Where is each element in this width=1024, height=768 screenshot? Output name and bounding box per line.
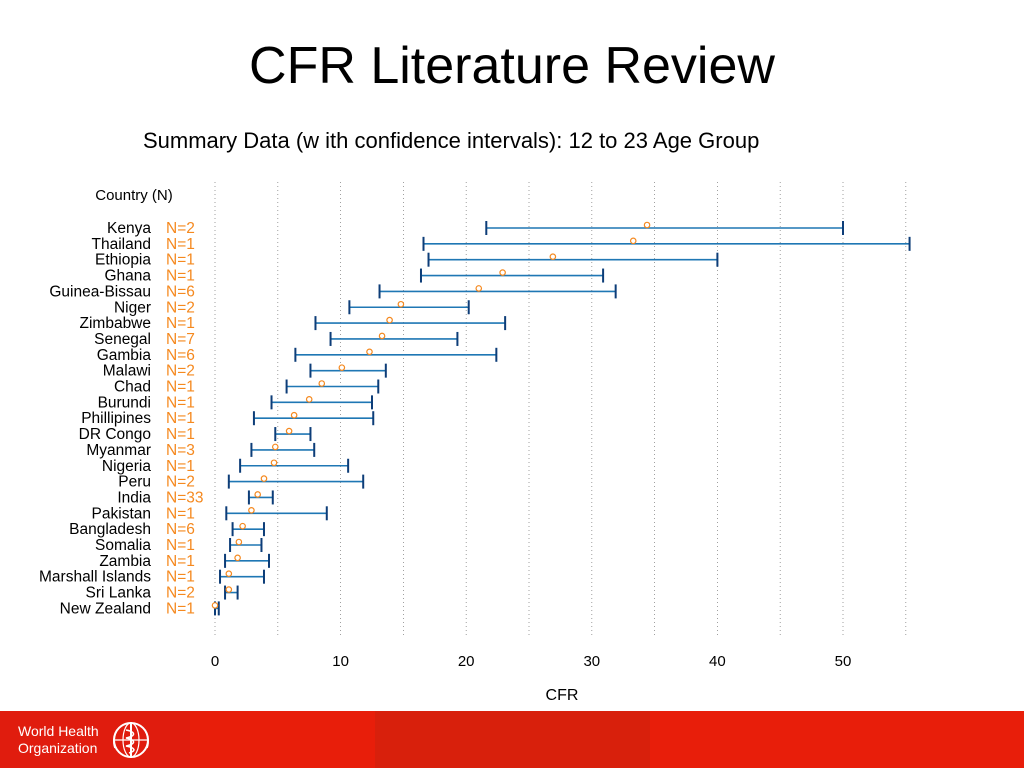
country-label: Malawi [103,363,151,380]
who-name: World Health Organization [18,723,99,757]
n-label: N=1 [166,268,195,285]
forest-plot: Summary Data (w ith confidence intervals… [39,128,911,704]
country-label: Thailand [92,236,151,253]
n-label: N=1 [166,426,195,443]
point-estimate [235,538,243,546]
n-label: N=1 [166,553,195,570]
country-label: Senegal [94,331,151,348]
n-label: N=1 [166,410,195,427]
country-label: Zimbabwe [80,315,152,332]
point-estimate [260,475,268,482]
country-column-header: Country (N) [95,187,173,204]
point-estimate [239,522,246,530]
point-estimate [305,396,313,403]
footer-segment [190,711,375,768]
n-label: N=6 [166,521,195,538]
x-tick-label: 40 [709,653,726,670]
point-estimate [211,602,219,609]
point-estimate [475,285,483,292]
n-label: N=2 [166,220,195,237]
point-estimate [285,427,293,435]
point-estimate [234,554,241,562]
country-label: New Zealand [60,600,151,617]
n-label: N=2 [166,299,195,316]
n-label: N=7 [166,331,195,348]
country-label: India [117,489,151,506]
footer-segment [0,711,190,768]
point-estimate [549,253,557,261]
country-label: Marshall Islands [39,569,151,586]
n-label: N=2 [166,585,195,602]
n-label: N=2 [166,474,195,491]
n-label: N=1 [166,252,195,269]
point-estimate [366,348,373,356]
country-label: Ghana [104,268,151,285]
point-estimate [270,459,278,467]
footer-bar [0,711,1024,768]
n-label: N=1 [166,458,195,475]
point-estimate [643,221,651,229]
x-tick-label: 20 [458,653,475,670]
x-tick-label: 30 [583,653,600,670]
n-label: N=2 [166,363,195,380]
x-axis-label: CFR [546,687,579,704]
country-label: Pakistan [92,505,151,522]
x-tick-label: 0 [211,653,219,670]
country-label: DR Congo [79,426,151,443]
country-label: Phillipines [81,410,151,427]
point-estimate [629,237,637,245]
country-label: Gambia [97,347,152,364]
country-label: Bangladesh [69,521,151,538]
n-label: N=1 [166,600,195,617]
country-label: Sri Lanka [86,585,152,602]
footer-segment [650,711,1024,768]
point-estimate [271,443,279,451]
chart-title: Summary Data (w ith confidence intervals… [143,128,759,153]
point-estimate [386,316,393,324]
point-estimate [397,300,405,308]
point-estimate [378,332,386,340]
country-label: Guinea-Bissau [49,283,151,300]
who-emblem-icon [112,722,149,758]
point-estimate [248,506,255,514]
who-name-line2: Organization [18,740,98,756]
n-label: N=6 [166,283,195,300]
n-label: N=1 [166,394,195,411]
point-estimate [254,491,262,498]
point-estimate [225,586,233,593]
x-tick-label: 10 [332,653,349,670]
footer-segment [375,711,650,768]
country-label: Kenya [107,220,151,237]
country-label: Peru [118,474,151,491]
who-name-line1: World Health [18,723,99,739]
country-label: Ethiopia [95,252,151,269]
x-tick-label: 50 [835,653,852,670]
n-label: N=1 [166,315,195,332]
n-label: N=1 [166,505,195,522]
country-label: Chad [114,379,151,396]
country-label: Myanmar [86,442,151,459]
n-label: N=6 [166,347,195,364]
point-estimate [499,269,506,276]
country-label: Nigeria [102,458,151,475]
country-label: Niger [114,299,151,316]
point-estimate [225,570,233,578]
n-label: N=1 [166,537,195,554]
point-estimate [338,364,346,371]
country-label: Burundi [98,394,151,411]
country-label: Zambia [99,553,151,570]
n-label: N=1 [166,236,195,253]
n-label: N=1 [166,379,195,396]
who-logo: World Health Organization [18,715,153,765]
slide-title: CFR Literature Review [249,37,775,95]
n-label: N=33 [166,489,204,506]
country-label: Somalia [95,537,151,554]
n-label: N=1 [166,569,195,586]
point-estimate [318,380,326,387]
point-estimate [290,411,298,419]
n-label: N=3 [166,442,195,459]
